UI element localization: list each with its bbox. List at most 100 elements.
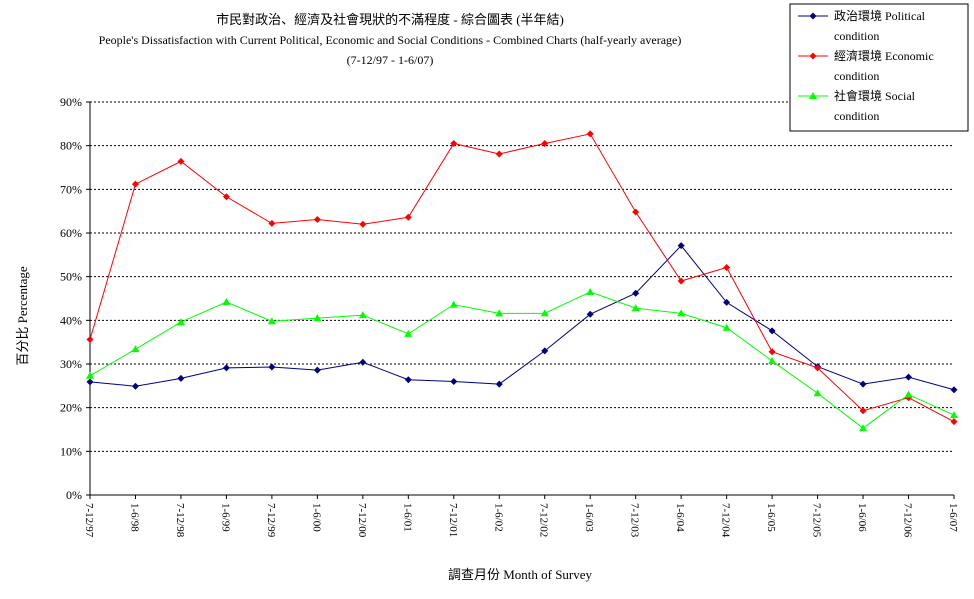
x-tick-label: 7-12/01 bbox=[447, 503, 459, 537]
data-point bbox=[359, 358, 367, 366]
series bbox=[86, 242, 958, 394]
data-point bbox=[222, 297, 231, 305]
data-point bbox=[268, 363, 276, 371]
data-point bbox=[495, 150, 503, 158]
data-point bbox=[540, 309, 549, 317]
legend-label: 政治環境 Political bbox=[834, 8, 926, 23]
x-tick-label: 1-6/05 bbox=[765, 503, 777, 532]
y-tick-label: 40% bbox=[60, 313, 82, 327]
x-tick-label: 7-12/06 bbox=[902, 503, 914, 538]
data-point bbox=[176, 318, 185, 326]
data-point bbox=[586, 287, 595, 295]
data-point bbox=[677, 309, 686, 317]
x-tick-label: 1-6/06 bbox=[856, 503, 868, 532]
data-point bbox=[950, 411, 958, 419]
legend-label: condition bbox=[834, 109, 879, 123]
x-tick-label: 1-6/07 bbox=[947, 503, 959, 532]
legend-label: condition bbox=[834, 69, 879, 83]
y-tick-label: 50% bbox=[60, 270, 82, 284]
series-line bbox=[89, 133, 955, 423]
x-tick-label: 1-6/04 bbox=[674, 503, 686, 532]
x-tick-label: 1-6/98 bbox=[128, 503, 140, 532]
data-point bbox=[222, 364, 230, 372]
data-point bbox=[268, 219, 276, 227]
data-point bbox=[632, 208, 640, 216]
legend-label: 社會環境 Social bbox=[834, 88, 916, 103]
legend-label: 經濟環境 Economic bbox=[834, 48, 934, 63]
chart-period: (7-12/97 - 1-6/07) bbox=[347, 53, 434, 67]
data-point bbox=[495, 309, 504, 317]
grid bbox=[90, 101, 954, 452]
legend-item: 經濟環境 Economic condition bbox=[798, 48, 934, 83]
x-tick-label: 1-6/00 bbox=[310, 503, 322, 532]
x-tick-label: 1-6/01 bbox=[401, 503, 413, 532]
legend-item: 社會環境 Social condition bbox=[798, 88, 916, 123]
data-point bbox=[904, 390, 913, 398]
data-point bbox=[86, 371, 94, 379]
x-tick-label: 1-6/02 bbox=[492, 503, 504, 532]
axes bbox=[86, 101, 955, 499]
data-point bbox=[631, 304, 640, 312]
x-tick-label: 7-12/05 bbox=[811, 503, 823, 538]
data-point bbox=[404, 213, 412, 221]
x-tick-label: 7-12/99 bbox=[265, 503, 277, 538]
data-point bbox=[222, 193, 230, 201]
data-point bbox=[267, 317, 276, 325]
data-point bbox=[722, 323, 731, 331]
x-tick-label: 7-12/98 bbox=[174, 503, 186, 538]
data-point bbox=[86, 336, 94, 344]
data-point bbox=[677, 277, 685, 285]
data-point bbox=[814, 364, 822, 372]
data-point bbox=[768, 348, 776, 356]
legend-marker bbox=[809, 12, 817, 20]
x-tick-label: 1-6/99 bbox=[219, 503, 231, 532]
series-group bbox=[86, 130, 958, 432]
data-point bbox=[359, 220, 367, 228]
data-point bbox=[495, 380, 503, 388]
x-tick-label: 7-12/02 bbox=[538, 503, 550, 537]
chart-subtitle: People's Dissatisfaction with Current Po… bbox=[99, 33, 682, 47]
data-point bbox=[768, 356, 777, 364]
y-tick-label: 70% bbox=[60, 182, 82, 196]
y-tick-label: 10% bbox=[60, 444, 82, 458]
data-point bbox=[859, 424, 868, 432]
data-point bbox=[859, 407, 867, 415]
data-point bbox=[449, 300, 458, 308]
legend-box bbox=[789, 3, 969, 132]
series bbox=[86, 130, 958, 426]
y-axis-label: 百分比 Percentage bbox=[15, 266, 30, 366]
data-point bbox=[723, 263, 731, 271]
data-point bbox=[723, 298, 731, 306]
data-point bbox=[905, 373, 913, 381]
data-point bbox=[177, 374, 185, 382]
data-point bbox=[859, 380, 867, 388]
data-point bbox=[86, 378, 94, 386]
x-tick-label: 7-12/04 bbox=[720, 503, 732, 538]
data-point bbox=[586, 130, 594, 138]
data-point bbox=[131, 345, 140, 353]
data-point bbox=[177, 157, 185, 165]
legend: 政治環境 Political condition 經濟環境 Economic cond… bbox=[789, 3, 969, 132]
data-point bbox=[313, 314, 322, 322]
data-point bbox=[404, 329, 413, 337]
chart-title: 市民對政治、經濟及社會現狀的不滿程度 - 綜合圖表 (半年結) bbox=[216, 12, 564, 27]
x-tick-label: 7-12/97 bbox=[83, 503, 95, 538]
data-point bbox=[950, 386, 958, 394]
x-tick-labels: 7-12/97 1-6/98 7-12/98 1-6/99 7-12/99 1-6/00 7… bbox=[83, 503, 959, 538]
data-point bbox=[450, 377, 458, 385]
series-line bbox=[89, 244, 955, 391]
x-tick-label: 7-12/00 bbox=[356, 503, 368, 538]
data-point bbox=[950, 418, 958, 426]
data-point bbox=[632, 289, 640, 297]
y-tick-label: 20% bbox=[60, 401, 82, 415]
y-tick-label: 0% bbox=[66, 488, 82, 502]
legend-label: condition bbox=[834, 29, 879, 43]
data-point bbox=[586, 310, 594, 318]
data-point bbox=[358, 311, 367, 319]
series bbox=[86, 287, 958, 432]
data-point bbox=[131, 382, 139, 390]
y-tick-label: 60% bbox=[60, 226, 82, 240]
data-point bbox=[404, 376, 412, 384]
y-tick-label: 80% bbox=[60, 139, 82, 153]
